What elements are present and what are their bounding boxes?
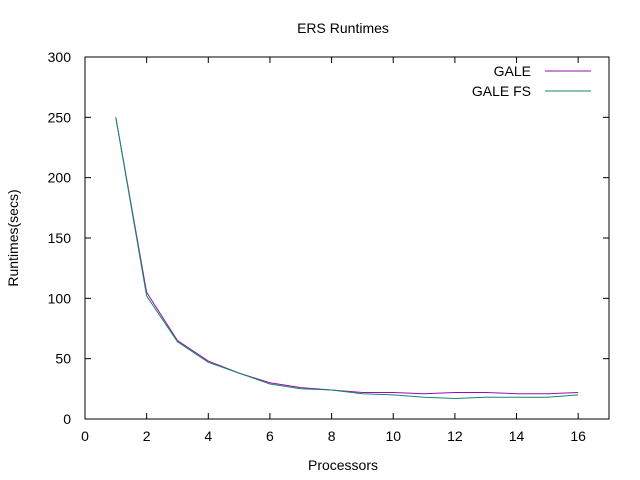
y-axis-label: Runtimes(secs)	[5, 189, 21, 286]
y-tick-label: 250	[48, 109, 72, 125]
x-tick-label: 12	[447, 428, 463, 444]
x-tick-label: 6	[266, 428, 274, 444]
x-tick-label: 4	[204, 428, 212, 444]
y-tick-label: 200	[48, 170, 72, 186]
x-tick-label: 0	[81, 428, 89, 444]
x-tick-label: 8	[328, 428, 336, 444]
x-axis-label: Processors	[308, 457, 378, 473]
legend-label: GALE	[494, 63, 531, 79]
legend-label: GALE FS	[472, 83, 531, 99]
y-tick-label: 300	[48, 49, 72, 65]
x-tick-label: 16	[570, 428, 586, 444]
legend: GALE GALE FS	[472, 63, 591, 99]
y-tick-label: 150	[48, 230, 72, 246]
y-tick-label: 100	[48, 290, 72, 306]
series-group	[115, 117, 579, 400]
x-tick-label: 10	[385, 428, 401, 444]
plot-frame	[84, 56, 610, 420]
chart-title: ERS Runtimes	[297, 20, 389, 36]
x-tick-label: 2	[143, 428, 151, 444]
plot-axes: 0 2 4 6 8 10 12 14 16 0 50 100 150 200 250 300	[48, 49, 610, 444]
y-tick-label: 50	[55, 351, 71, 367]
y-tick-label: 0	[63, 411, 71, 427]
x-tick-label: 14	[509, 428, 525, 444]
series-line-gale	[115, 117, 579, 395]
series-line-gale-fs	[115, 117, 579, 400]
